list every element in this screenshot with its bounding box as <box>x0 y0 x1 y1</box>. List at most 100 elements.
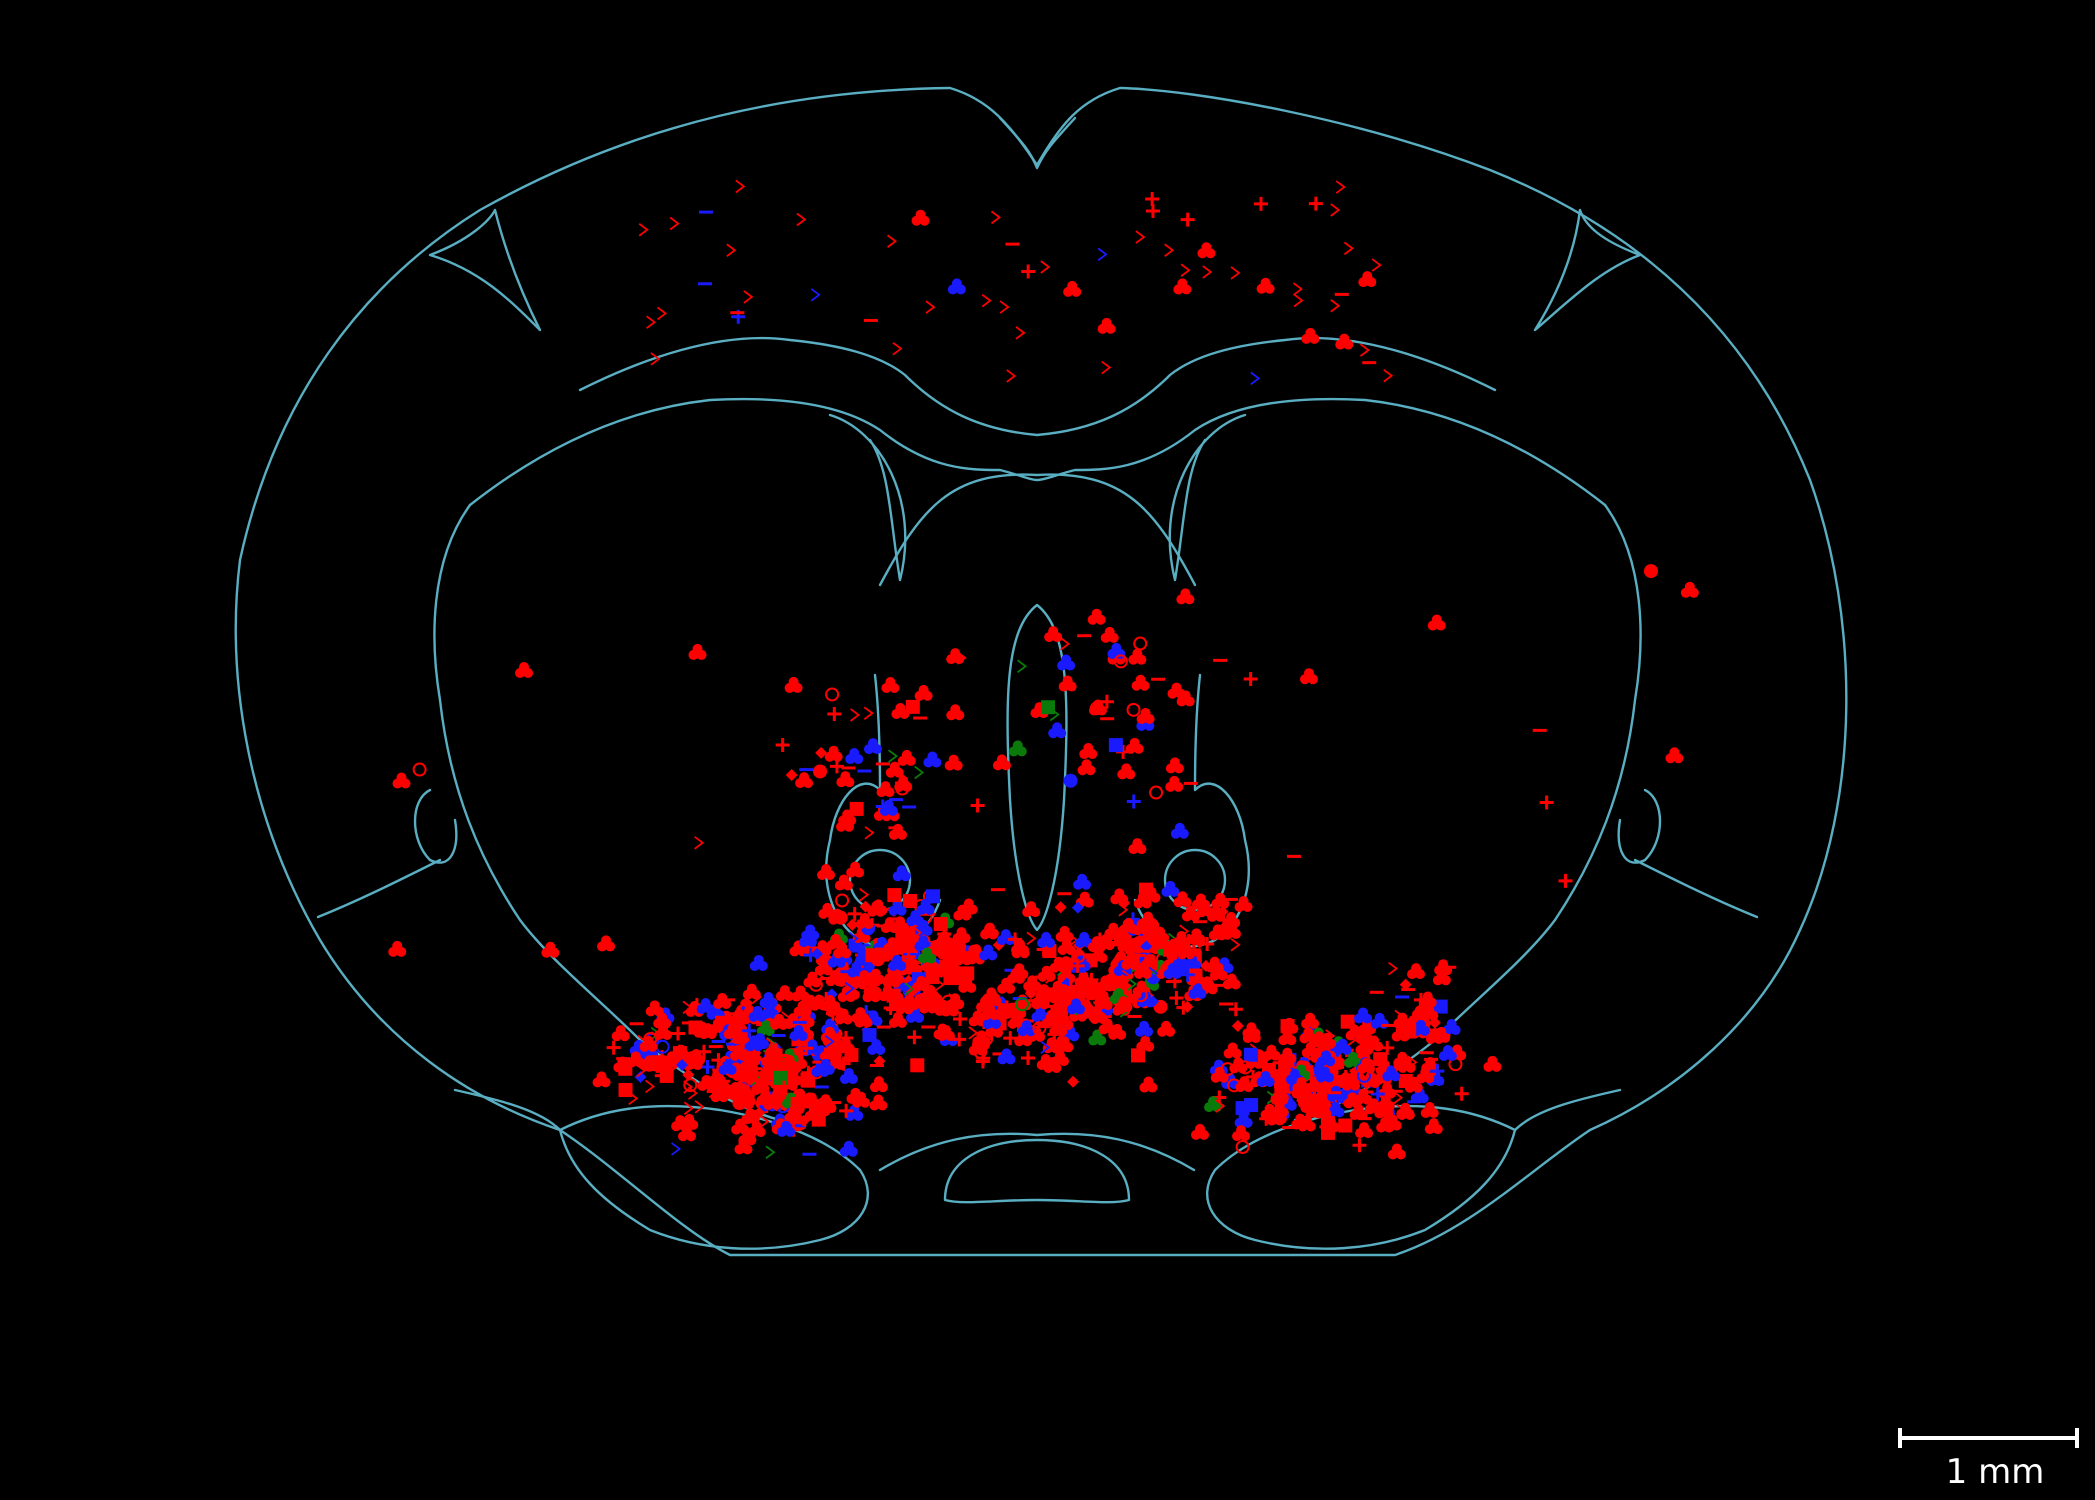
neuron-marker <box>911 209 930 226</box>
neuron-marker <box>742 983 761 1000</box>
neuron-marker <box>1040 260 1051 274</box>
neuron-marker <box>1355 1122 1374 1139</box>
neuron-marker <box>1164 243 1175 257</box>
neuron-marker <box>1296 1094 1309 1107</box>
neuron-marker <box>1147 995 1160 1008</box>
neuron-marker <box>960 966 975 981</box>
neuron-marker <box>1074 975 1093 992</box>
neuron-marker <box>1057 654 1076 671</box>
neuron-marker <box>926 889 941 904</box>
neuron-marker <box>780 1054 799 1071</box>
neuron-marker <box>1183 954 1202 971</box>
neuron-marker <box>887 234 898 248</box>
neuron-marker <box>1157 1020 1176 1037</box>
neuron-marker <box>1066 998 1085 1015</box>
neuron-marker <box>1243 1047 1258 1062</box>
neuron-marker <box>1049 1020 1068 1037</box>
neuron-marker <box>749 954 768 971</box>
neuron-marker <box>1230 938 1241 952</box>
neuron-marker <box>1006 369 1017 383</box>
neuron-marker <box>1015 326 1026 340</box>
neuron-marker <box>654 1023 673 1040</box>
neuron-marker <box>713 992 732 1009</box>
neuron-marker <box>879 799 898 816</box>
left-lateral-bulge <box>413 788 458 864</box>
neuron-marker <box>816 1058 835 1075</box>
neuron-marker <box>1357 1057 1376 1074</box>
neuron-marker <box>892 865 911 882</box>
neuron-marker <box>634 1070 647 1083</box>
neuron-marker <box>1345 1024 1364 1041</box>
neuron-marker <box>1176 588 1195 605</box>
neuron-marker <box>802 1092 821 1109</box>
neuron-marker <box>1149 785 1164 800</box>
neuron-marker <box>683 1101 694 1115</box>
neuron-marker <box>626 1051 645 1068</box>
neuron-marker <box>1087 936 1106 953</box>
neuron-marker <box>1335 333 1354 350</box>
neuron-marker <box>412 762 427 777</box>
neuron-marker <box>687 1086 698 1100</box>
right-rhinal-line <box>1633 858 1759 919</box>
fornix-frame <box>878 473 1197 587</box>
neuron-marker <box>979 944 998 961</box>
neuron-marker <box>1204 1096 1223 1113</box>
neuron-marker <box>687 1049 706 1066</box>
neuron-marker <box>1177 943 1196 960</box>
neuron-marker <box>1680 581 1699 598</box>
neuron-marker <box>867 1038 886 1055</box>
neuron-marker <box>1393 1054 1412 1071</box>
neuron-marker <box>592 1071 611 1088</box>
neuron-marker <box>1301 327 1320 344</box>
neuron-marker <box>1049 707 1060 722</box>
neuron-marker <box>1380 1040 1395 1055</box>
neuron-marker <box>968 1039 987 1056</box>
neuron-marker <box>1343 1092 1362 1109</box>
neuron-marker <box>1342 1074 1361 1091</box>
neuron-marker <box>1161 880 1180 897</box>
neuron-marker <box>1211 892 1230 909</box>
neuron-marker <box>952 927 971 944</box>
neuron-marker <box>711 1053 726 1068</box>
neuron-marker <box>956 651 967 665</box>
neuron-marker <box>1136 707 1155 724</box>
neuron-marker <box>639 1035 658 1052</box>
neuron-marker <box>1098 1018 1117 1035</box>
neuron-marker <box>1388 961 1399 976</box>
neuron-marker <box>1135 230 1146 244</box>
neuron-marker <box>979 1031 994 1046</box>
neuron-marker <box>1165 775 1184 792</box>
neuron-marker <box>694 1100 705 1114</box>
neuron-marker <box>1293 293 1304 308</box>
neuron-marker <box>1063 773 1078 788</box>
neuron-marker <box>1643 564 1658 579</box>
neuron-marker <box>777 1080 792 1095</box>
neuron-marker <box>1558 873 1573 888</box>
neuron-marker <box>1087 608 1106 625</box>
neuron-marker <box>953 1011 968 1026</box>
neuron-marker <box>1101 360 1112 375</box>
neuron-marker <box>1176 1000 1191 1015</box>
neuron-marker <box>975 1054 990 1069</box>
neuron-marker <box>669 216 680 231</box>
left-lower-sulcus <box>453 1088 562 1132</box>
neuron-marker <box>1665 747 1684 764</box>
neuron-marker <box>875 947 890 962</box>
neuron-marker <box>1262 1044 1281 1061</box>
neuron-marker <box>741 997 754 1010</box>
neuron-marker <box>676 1059 689 1072</box>
neuron-marker <box>1142 886 1161 903</box>
neuron-marker <box>1256 277 1275 294</box>
neuron-marker <box>652 1055 665 1068</box>
neuron-marker <box>680 1113 699 1130</box>
neuron-marker <box>834 874 853 891</box>
neuron-marker <box>847 906 862 921</box>
neuron-marker <box>1346 1033 1357 1047</box>
neuron-marker <box>947 278 966 295</box>
neuron-marker <box>1370 1086 1385 1101</box>
neuron-marker <box>392 772 411 789</box>
neuron-marker <box>859 888 870 902</box>
neuron-marker <box>839 1068 858 1085</box>
neuron-marker <box>748 1005 767 1022</box>
